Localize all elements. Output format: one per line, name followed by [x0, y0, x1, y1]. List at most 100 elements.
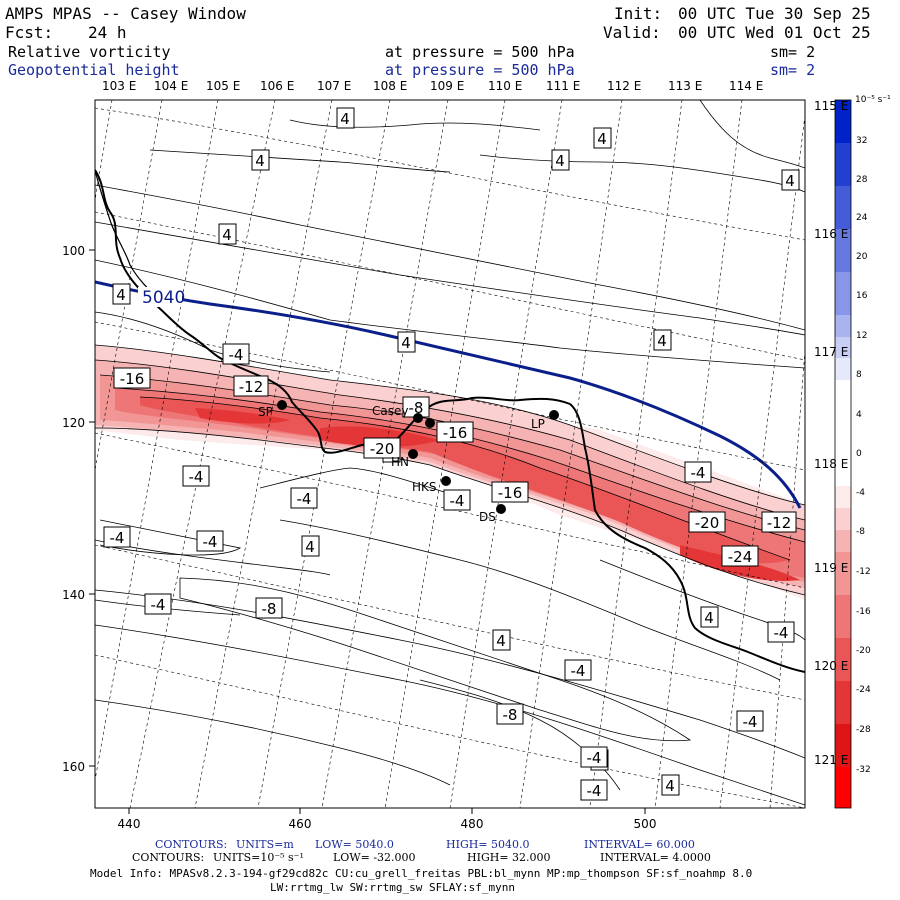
colorbar-segment: [835, 552, 851, 595]
colorbar-segment: [835, 143, 851, 186]
shade-neg-20: [140, 397, 790, 564]
contour-info-units: UNITS=10⁻⁵ s⁻¹: [213, 851, 304, 864]
svg-text:-4: -4: [587, 749, 602, 767]
colorbar: 10⁻⁵ s⁻¹ 32 28 24 20 16 12 8 4 0 -4 -8 -…: [834, 95, 891, 809]
lon-label-right: 120 E: [814, 659, 848, 673]
svg-text:4: 4: [785, 172, 795, 190]
colorbar-segment: [835, 638, 851, 681]
svg-text:-8: -8: [262, 600, 277, 618]
svg-text:4: 4: [555, 152, 565, 170]
lon-label-right: 119 E: [814, 561, 848, 575]
contour-label: -4: [103, 526, 131, 548]
colorbar-segment: [835, 315, 851, 337]
colorbar-tick-label: 24: [856, 213, 868, 223]
init-value: 00 UTC Tue 30 Sep 25: [678, 4, 871, 23]
svg-text:-16: -16: [443, 424, 468, 442]
contour-label: -12: [233, 375, 269, 397]
neg-contour-line: [99, 519, 242, 556]
svg-text:4: 4: [704, 609, 714, 627]
colorbar-segment: [835, 380, 851, 486]
lon-label-right: 117 E: [814, 345, 848, 359]
contour-info-low: LOW= -32.000: [333, 851, 416, 864]
station-label-casey: Casey: [372, 404, 408, 418]
colorbar-tick-label: -12: [856, 567, 871, 577]
parallel-line: [95, 321, 805, 471]
contour-label: -4: [564, 659, 592, 681]
meridian-line: [129, 100, 276, 808]
header: AMPS MPAS -- Casey Window Init: 00 UTC T…: [5, 4, 871, 79]
svg-text:4: 4: [496, 632, 506, 650]
colorbar-tick-label: 32: [856, 136, 867, 146]
station-label-sp: SP: [258, 405, 273, 419]
colorbar-segment: [835, 724, 851, 767]
svg-text:4: 4: [401, 334, 411, 352]
meridian-line: [654, 100, 743, 808]
contour-label: -20: [688, 511, 726, 533]
svg-text:-4: -4: [229, 346, 244, 364]
meridian-line: [719, 114, 805, 808]
svg-text:-4: -4: [587, 782, 602, 800]
colorbar-tick-label: -32: [856, 765, 871, 775]
parallel-line: [95, 544, 805, 701]
colorbar-segment: [835, 530, 851, 552]
station-label-ds: DS: [479, 510, 496, 524]
colorbar-tick-label: 4: [856, 410, 862, 420]
lon-label-right: 116 E: [814, 227, 848, 241]
footer: CONTOURS: UNITS=m LOW= 5040.0 HIGH= 5040…: [90, 838, 752, 894]
contour-label: 4: [492, 629, 511, 651]
contour-label: 4: [397, 331, 416, 353]
x-tick-label: 500: [634, 817, 657, 831]
svg-text:-4: -4: [774, 624, 789, 642]
colorbar-segment: [835, 229, 851, 272]
contour-info-high: HIGH= 5040.0: [446, 838, 530, 851]
contour-label: -4: [736, 710, 764, 732]
field1-name: Relative vorticity: [8, 43, 171, 61]
colorbar-segment: [835, 358, 851, 380]
field1-level: at pressure = 500 hPa: [385, 43, 575, 61]
colorbar-segment: [835, 186, 851, 229]
contour-label: -16: [436, 421, 474, 443]
colorbar-segment: [835, 337, 851, 358]
x-tick-label: 440: [118, 817, 141, 831]
pos-contour-line: [95, 539, 331, 576]
svg-text:-16: -16: [120, 370, 145, 388]
station-marker-hn: [408, 449, 418, 459]
svg-text:-20: -20: [695, 514, 720, 532]
model-info: Model Info: MPASv8.2.3-194-gf29cd82c CU:…: [90, 867, 752, 880]
neg-contour-line: [279, 519, 781, 681]
svg-text:-4: -4: [151, 596, 166, 614]
station-marker-lp: [549, 410, 559, 420]
contour-info-label: CONTOURS:: [132, 851, 204, 864]
colorbar-segment: [835, 595, 851, 638]
station-marker-ds: [496, 504, 506, 514]
contour-label: -24: [721, 545, 759, 567]
y-tick-label: 120: [62, 416, 85, 430]
svg-text:4: 4: [597, 130, 607, 148]
colorbar-segment: [835, 272, 851, 315]
contour-labels: 4 4 4 4 4 4 4 4 4 4 4 4 4 4 4 4 -4 -4 -4…: [103, 107, 800, 801]
station-marker-casey: [413, 413, 423, 423]
pos-contour-line: [95, 624, 805, 806]
svg-text:-4: -4: [189, 468, 204, 486]
colorbar-tick-label: -20: [856, 646, 871, 656]
lon-label-top: 111 E: [546, 79, 580, 93]
chart-title: AMPS MPAS -- Casey Window: [5, 4, 246, 23]
contour-label: -16: [491, 481, 529, 503]
lon-label-top: 104 E: [154, 79, 188, 93]
pos-contour-line: [699, 100, 805, 169]
colorbar-tick-label: 16: [856, 291, 868, 301]
longitude-labels-top: 103 E 104 E 105 E 106 E 107 E 108 E 109 …: [102, 79, 763, 93]
colorbar-frame: [834, 99, 852, 809]
svg-text:-4: -4: [691, 464, 706, 482]
contour-label: 4: [301, 535, 320, 557]
contour-label: -4: [196, 530, 224, 552]
contour-label: -4: [684, 461, 712, 483]
lon-label-right: 118 E: [814, 457, 848, 471]
colorbar-tick-label: 0: [856, 449, 862, 459]
colorbar-segment: [835, 100, 851, 143]
svg-text:-16: -16: [498, 484, 523, 502]
pos-contour-line: [95, 589, 805, 759]
svg-text:4: 4: [340, 110, 350, 128]
height-contour-label: 5040: [142, 288, 185, 308]
